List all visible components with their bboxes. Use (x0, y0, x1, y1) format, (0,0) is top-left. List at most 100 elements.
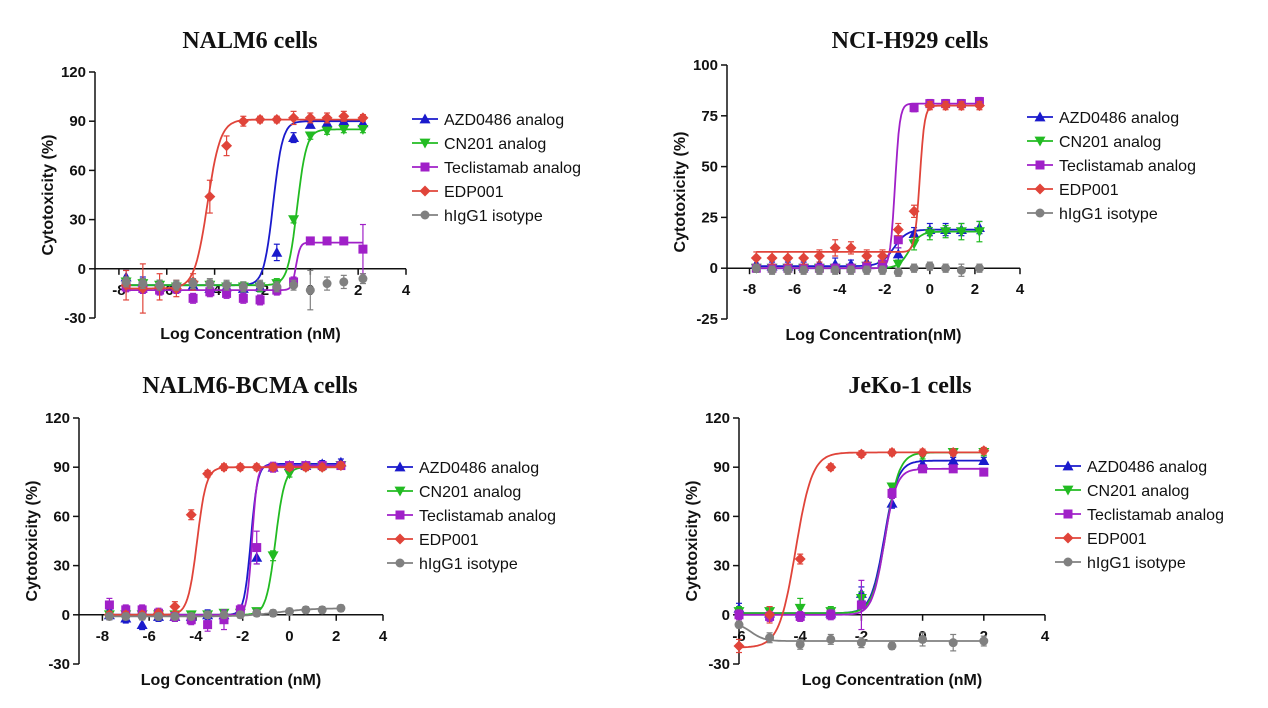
legend-item-cn201-analog: CN201 analog (387, 484, 521, 501)
data-point (845, 242, 857, 254)
y-tick-label: 120 (705, 410, 730, 427)
legend-marker-icon (1034, 183, 1046, 195)
data-point (255, 280, 265, 290)
legend-label: Teclistamab analog (1059, 158, 1196, 175)
legend-marker-icon (1034, 111, 1046, 122)
data-point (794, 603, 806, 614)
y-tick-label: -25 (696, 311, 718, 328)
data-point (203, 610, 213, 620)
data-point (825, 461, 837, 473)
legend-marker-icon (1035, 160, 1045, 170)
series-teclistamab-analog (734, 464, 989, 631)
data-point (155, 280, 165, 290)
data-point (750, 252, 762, 264)
data-point (284, 607, 294, 617)
data-point (357, 125, 369, 135)
data-point (799, 265, 809, 275)
data-point (878, 265, 888, 275)
x-tick-label: 0 (926, 281, 934, 298)
fit-curve (109, 464, 341, 616)
data-point (185, 509, 197, 521)
data-point (219, 615, 229, 625)
data-point (782, 252, 794, 264)
data-point (924, 100, 936, 112)
legend-item-teclistamab-analog: Teclistamab analog (387, 508, 556, 525)
legend-marker-icon (1062, 532, 1074, 544)
data-point (186, 611, 196, 621)
data-point (764, 609, 776, 621)
data-point (973, 100, 985, 112)
x-tick-label: -6 (732, 628, 745, 645)
data-point (305, 285, 315, 295)
data-point (104, 611, 114, 621)
x-tick-label: -6 (142, 628, 155, 645)
x-tick-label: -8 (96, 628, 109, 645)
y-tick-label: 0 (78, 261, 86, 278)
data-point (221, 140, 233, 152)
data-point (917, 446, 929, 458)
y-tick-label: 30 (69, 212, 86, 229)
data-point (862, 265, 872, 275)
data-point (219, 610, 229, 620)
x-tick-label: 4 (1016, 281, 1025, 298)
legend-marker-icon (419, 185, 431, 197)
data-point (908, 205, 920, 217)
series-azd0486-analog (103, 456, 347, 631)
chart-nci-h929-cells: NCI-H929 cells -25 0 25 50 75 100 -8 -6 -4 -2 0 2 4 Lo… (672, 28, 1196, 344)
y-tick-label: 90 (713, 459, 730, 476)
legend-marker-icon (419, 138, 431, 149)
legend-marker-icon (1035, 208, 1045, 218)
x-axis-title: Log Concentration (nM) (160, 326, 340, 343)
data-point (813, 250, 825, 262)
x-tick-label: -8 (743, 281, 756, 298)
y-tick-label: 60 (713, 508, 730, 525)
legend-marker-icon (1062, 460, 1074, 471)
y-tick-label: 120 (45, 410, 70, 427)
legend-item-cn201-analog: CN201 analog (412, 136, 546, 153)
y-tick-label: 60 (53, 508, 70, 525)
data-point (304, 112, 316, 124)
data-point (794, 553, 806, 565)
data-point (795, 639, 805, 649)
legend-marker-icon (419, 113, 431, 124)
data-point (918, 464, 928, 474)
data-point (335, 460, 347, 472)
y-tick-label: 25 (701, 209, 718, 226)
data-point (979, 636, 989, 646)
data-point (121, 611, 131, 621)
data-point (300, 461, 312, 473)
legend-marker-icon (394, 533, 406, 545)
chart-nalm6-bcma-cells: NALM6-BCMA cells -30 0 30 60 90 120 -8 -6 -4 -2 0 2 4… (24, 373, 556, 689)
legend-label: hIgG1 isotype (1087, 555, 1186, 572)
legend-item-azd0486-analog: AZD0486 analog (387, 460, 539, 477)
data-point (357, 112, 369, 124)
data-point (956, 265, 966, 275)
legend-item-edp001: EDP001 (1027, 182, 1119, 199)
data-point (886, 482, 898, 493)
legend-item-higg1-isotype: hIgG1 isotype (1027, 206, 1158, 223)
data-point (316, 461, 328, 473)
y-tick-label: 0 (710, 260, 718, 277)
legend-item-teclistamab-analog: Teclistamab analog (1055, 507, 1224, 524)
data-point (238, 293, 248, 303)
fit-curve (126, 120, 363, 287)
y-tick-label: 90 (53, 459, 70, 476)
data-point (169, 601, 181, 613)
legend-marker-icon (394, 486, 406, 497)
y-tick-label: 30 (713, 558, 730, 575)
data-point (238, 282, 248, 292)
y-tick-label: 0 (62, 607, 70, 624)
data-point (305, 236, 315, 246)
data-point (955, 100, 967, 112)
data-point (892, 259, 904, 270)
x-tick-label: 2 (354, 282, 362, 299)
x-tick-label: -6 (788, 281, 801, 298)
data-point (751, 263, 761, 273)
legend-label: hIgG1 isotype (444, 208, 543, 225)
data-point (909, 263, 919, 273)
data-point (222, 288, 232, 298)
data-point (798, 252, 810, 264)
data-point (886, 446, 898, 458)
data-point (974, 263, 984, 273)
chart-title: NALM6 cells (182, 28, 317, 54)
